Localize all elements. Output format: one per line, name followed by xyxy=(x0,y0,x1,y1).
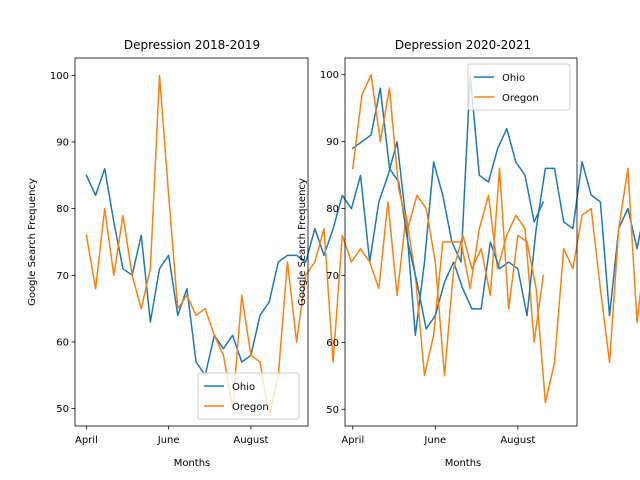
chart-panel-depression-2020-2021: Depression 2020-2021 Months Google Searc… xyxy=(297,38,640,469)
legend: Ohio Oregon xyxy=(197,372,300,420)
series-line-oregon xyxy=(85,74,545,417)
series-line-oregon xyxy=(351,73,640,404)
y-tick-label: 70 xyxy=(326,271,339,282)
x-tick-label: August xyxy=(500,435,535,446)
chart-panel-depression-2018-2019: Depression 2018-2019 Months Google Searc… xyxy=(27,38,545,469)
y-axis-label: Google Search Frequency xyxy=(27,178,38,306)
x-tick-label: April xyxy=(75,435,98,446)
y-tick-label: 90 xyxy=(326,137,339,148)
x-axis-label: Months xyxy=(445,458,482,469)
y-tick-label: 100 xyxy=(50,71,69,82)
legend-label-oregon: Oregon xyxy=(232,402,269,413)
plot-frame xyxy=(344,57,578,427)
legend-box xyxy=(467,63,571,111)
legend-label-oregon: Oregon xyxy=(502,93,539,104)
y-axis-label: Google Search Frequency xyxy=(297,178,308,306)
y-tick-label: 90 xyxy=(56,138,69,149)
x-tick-label: June xyxy=(157,435,180,446)
y-tick-label: 80 xyxy=(56,204,69,215)
y-tick-label: 70 xyxy=(56,271,69,282)
legend: Ohio Oregon xyxy=(467,63,571,111)
legend-box xyxy=(197,372,300,420)
y-tick-label: 60 xyxy=(56,338,69,349)
series-line-ohio xyxy=(85,74,545,377)
y-tick-label: 50 xyxy=(326,405,339,416)
chart-title: Depression 2018-2019 xyxy=(124,38,260,52)
chart-title: Depression 2020-2021 xyxy=(395,38,531,52)
series-line-ohio xyxy=(351,87,640,330)
y-tick-label: 100 xyxy=(320,70,339,81)
x-tick-label: April xyxy=(341,435,364,446)
y-tick-label: 80 xyxy=(326,204,339,215)
x-tick-label: June xyxy=(423,435,446,446)
y-tick-label: 50 xyxy=(56,404,69,415)
y-tick-label: 60 xyxy=(326,338,339,349)
legend-label-ohio: Ohio xyxy=(502,73,525,84)
x-tick-label: August xyxy=(233,435,268,446)
plot-frame xyxy=(74,57,309,427)
x-axis-label: Months xyxy=(174,458,211,469)
legend-label-ohio: Ohio xyxy=(232,382,255,393)
